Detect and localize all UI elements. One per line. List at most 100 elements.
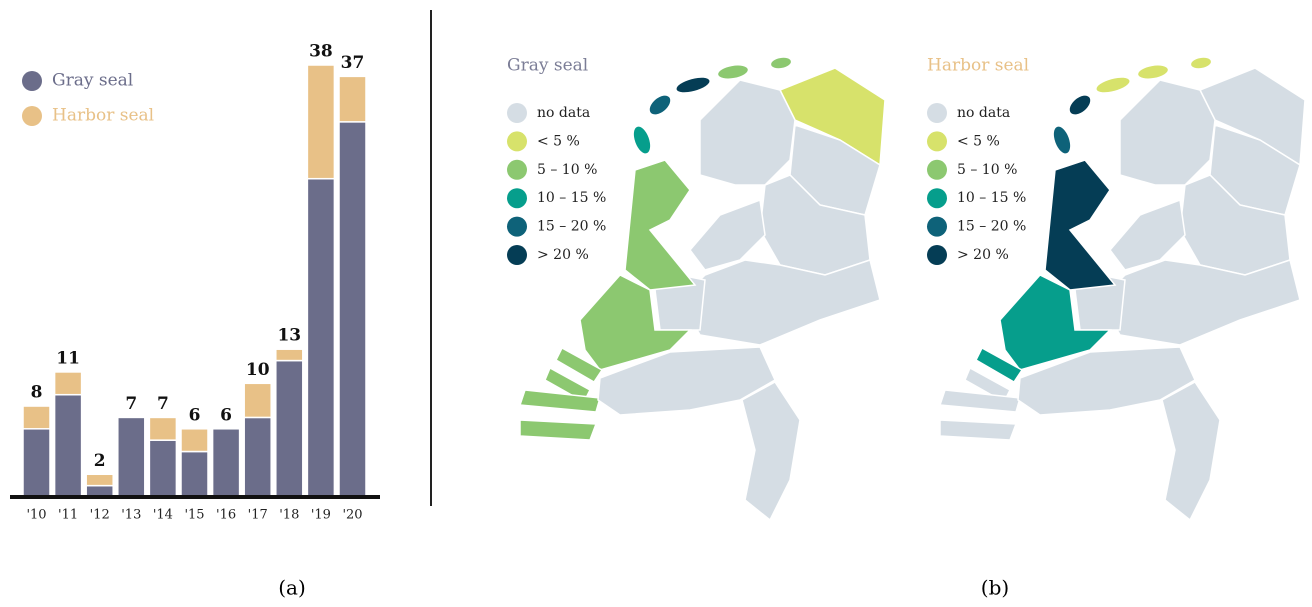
island [1069,95,1091,115]
bar-segment [306,64,336,180]
total-label: 6 [220,405,232,425]
bar-segment [180,450,209,498]
bar-segment [306,177,336,498]
bar-segment [53,371,83,396]
island [676,77,710,93]
region [597,346,776,416]
bar-segment [180,428,209,453]
x-tick-label: '14 [153,508,173,523]
region [579,274,692,371]
x-tick-label: '10 [26,508,46,523]
legend-swatch [927,103,947,123]
total-label: 13 [277,326,301,346]
legend-label: < 5 % [957,133,1000,149]
legend-label: Gray seal [52,71,133,91]
region [1099,259,1301,346]
region [699,79,796,186]
x-tick-label: '20 [342,508,362,523]
region [1109,198,1186,271]
x-tick-label: '11 [58,508,78,523]
region [555,346,604,384]
x-tick-label: '12 [90,508,110,523]
island [1138,65,1168,79]
total-label: 7 [157,394,169,414]
bar-segment [338,75,367,123]
bar-segment [243,382,272,419]
legend-swatch [927,188,947,209]
legend-swatch [507,131,527,152]
legend-label: > 20 % [537,247,589,263]
legend-label: no data [537,105,590,121]
bar-segment [243,416,272,498]
legend-label: 5 – 10 % [957,162,1017,178]
legend-label: > 20 % [957,247,1009,263]
bar-segment [148,416,178,441]
legend-swatch [507,188,527,209]
legend-swatch [22,106,42,126]
total-label: 7 [125,394,137,414]
region [1044,159,1117,291]
map-title: Gray seal [507,56,588,76]
bar-segment [338,121,367,498]
region [999,274,1112,371]
island [771,57,791,69]
island [718,65,748,79]
bar-segment [275,359,304,498]
region [1119,79,1216,186]
x-tick-label: '13 [121,508,141,523]
region [1161,381,1221,522]
legend-label: Harbor seal [52,106,154,126]
island [1191,57,1211,69]
legend-swatch [927,159,947,180]
bar-segment [85,473,114,487]
bar-segment [53,393,83,498]
x-tick-label: '15 [184,508,204,523]
legend-swatch [927,131,947,152]
panel-label: (a) [278,576,306,600]
total-label: 8 [31,383,43,403]
legend-label: 10 – 15 % [957,190,1026,206]
bar-segment [117,416,146,498]
legend-swatch [507,103,527,123]
region [975,346,1024,384]
total-label: 6 [189,405,201,425]
region [624,159,697,291]
region [518,389,601,413]
island [649,95,671,115]
total-label: 11 [56,348,80,368]
legend-swatch [927,216,947,237]
legend-label: 15 – 20 % [537,219,606,235]
panel-label: (b) [981,576,1009,600]
bar-segment [275,348,304,362]
total-label: 37 [341,53,365,73]
island [1053,126,1071,154]
region [689,198,766,271]
region [1017,346,1196,416]
x-tick-label: '17 [248,508,268,523]
legend-swatch [507,216,527,237]
map-title: Harbor seal [927,56,1029,76]
map: Harbor seal no data < 5 % 5 – 10 % 10 – 15 %… [927,56,1306,522]
x-tick-label: '19 [311,508,331,523]
legend-swatch [22,71,42,91]
region [741,381,801,522]
island [633,126,651,154]
region [679,259,881,346]
total-label: 2 [94,451,106,471]
x-tick-label: '18 [279,508,299,523]
bar-segment [22,405,51,430]
legend-label: 15 – 20 % [957,219,1026,235]
legend-swatch [507,159,527,180]
bar-segment [148,439,178,498]
region [939,419,1018,441]
legend-label: no data [957,105,1010,121]
region [938,389,1021,413]
bar-segment [22,428,51,498]
legend-swatch [507,245,527,265]
legend-label: 5 – 10 % [537,162,597,178]
total-label: 10 [246,360,270,380]
legend-swatch [927,245,947,265]
total-label: 38 [309,42,333,62]
legend-label: < 5 % [537,133,580,149]
